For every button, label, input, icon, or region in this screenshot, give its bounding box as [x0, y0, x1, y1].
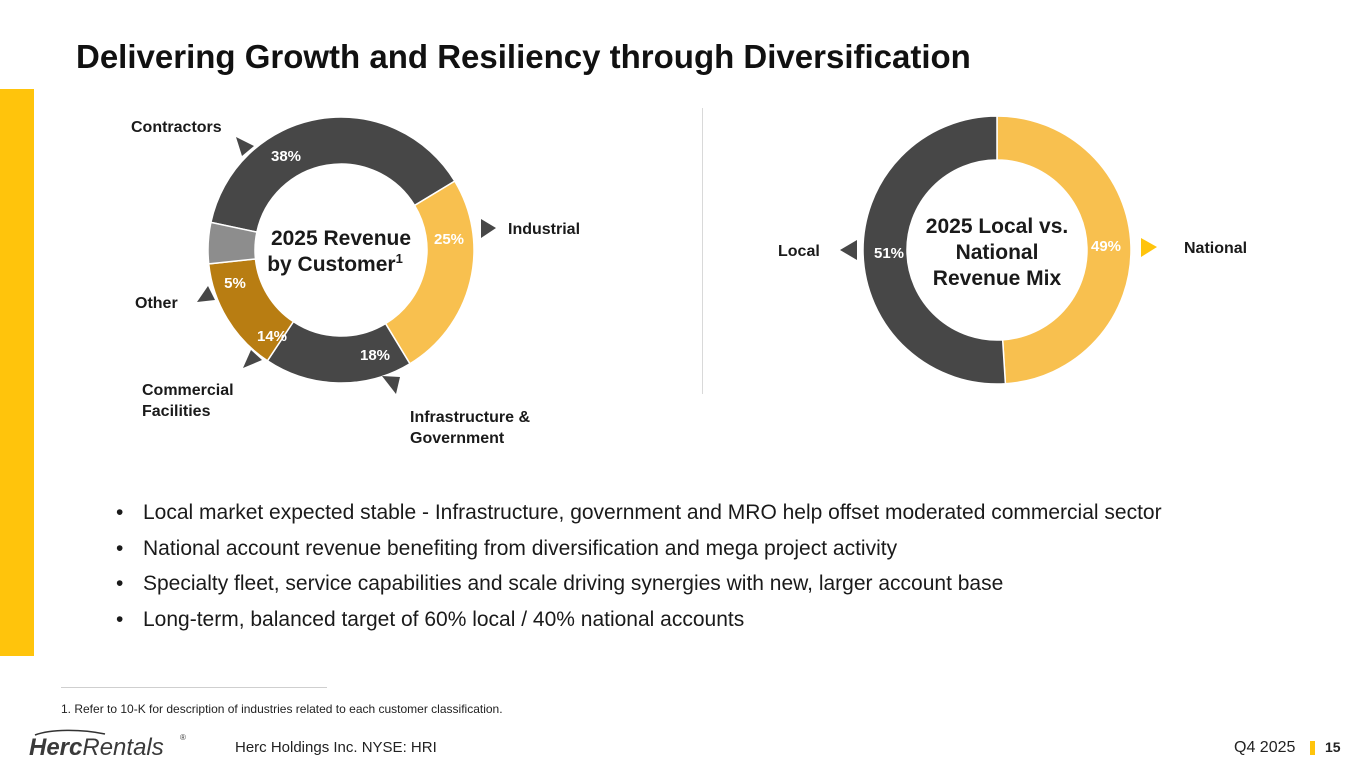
mix-donut: 49% 51% 2025 Local vs. National Revenue …	[778, 115, 1247, 385]
pointer-national	[1141, 238, 1157, 257]
donut2-title-line3: Revenue Mix	[933, 267, 1062, 290]
company-ticker: Herc Holdings Inc. NYSE: HRI	[235, 739, 437, 756]
slice-industrial	[384, 180, 475, 365]
bullet-text: Local market expected stable - Infrastru…	[143, 501, 1162, 524]
bullet-text: National account revenue benefiting from…	[143, 536, 898, 560]
slice-other	[207, 221, 258, 265]
pct-industrial: 25%	[434, 231, 464, 248]
pointer-other	[197, 286, 215, 302]
page-number: 15	[1325, 739, 1341, 755]
pointer-contractors	[236, 137, 254, 156]
donut2-title-line2: National	[956, 241, 1039, 264]
label-infrastructure-line2: Government	[410, 430, 505, 447]
bullet-glyph: •	[116, 536, 124, 560]
herc-rentals-logo: HercRentals ®	[29, 729, 186, 761]
label-commercial-line2: Facilities	[142, 403, 211, 420]
customer-donut: 38% 25% 18% 14% 5% 2025 Revenue by Custo…	[131, 116, 580, 447]
bullet-glyph: •	[116, 572, 124, 596]
label-contractors: Contractors	[131, 119, 222, 136]
slice-local	[862, 115, 1007, 385]
logo-text: HercRentals	[29, 734, 164, 761]
pointer-infrastructure	[382, 376, 400, 394]
chart-divider	[702, 108, 703, 394]
pct-local: 51%	[874, 245, 904, 262]
logo-herc: Herc	[29, 734, 82, 761]
donut2-title-line1: 2025 Local vs.	[926, 215, 1068, 238]
pct-other: 5%	[224, 275, 246, 292]
page-marker	[1310, 741, 1315, 755]
accent-sidebar	[0, 89, 34, 656]
pct-commercial: 14%	[257, 328, 287, 345]
donut1-title-line1: 2025 Revenue	[271, 227, 411, 250]
label-infrastructure-line1: Infrastructure &	[410, 409, 530, 426]
bullet-item: • Long-term, balanced target of 60% local…	[116, 602, 1162, 638]
pointer-local	[840, 240, 857, 260]
bullet-item: • Local market expected stable - Infrastr…	[116, 495, 1162, 531]
slice-contractors	[210, 116, 456, 234]
donut1-title-line2-text: by Customer	[267, 253, 395, 276]
bullet-text: Long-term, balanced target of 60% local …	[143, 607, 745, 631]
quarter-label: Q4 2025	[1234, 739, 1296, 756]
slice-national	[996, 115, 1132, 385]
bullet-glyph: •	[116, 607, 124, 631]
label-local: Local	[778, 243, 820, 260]
bullet-item: • Specialty fleet, service capabilities a…	[116, 566, 1162, 602]
pct-contractors: 38%	[271, 148, 301, 165]
bullet-text: Specialty fleet, service capabilities an…	[143, 572, 1004, 596]
bullet-item: • National account revenue benefiting fro…	[116, 531, 1162, 567]
footnote: 1. Refer to 10-K for description of indu…	[61, 702, 503, 716]
logo-rentals: Rentals	[82, 734, 163, 761]
bullet-list: • Local market expected stable - Infrastr…	[116, 495, 1162, 637]
page-title: Delivering Growth and Resiliency through…	[76, 38, 971, 75]
label-other: Other	[135, 295, 178, 312]
label-commercial-line1: Commercial	[142, 382, 234, 399]
pct-infrastructure: 18%	[360, 347, 390, 364]
logo-swoosh	[34, 729, 106, 736]
pointer-commercial	[243, 350, 262, 368]
footnote-rule	[61, 687, 327, 688]
label-national: National	[1184, 240, 1247, 257]
bullet-glyph: •	[116, 501, 124, 524]
logo-registered: ®	[180, 733, 186, 742]
pct-national: 49%	[1091, 238, 1121, 255]
footnote-marker: 1	[396, 251, 403, 266]
pointer-industrial	[481, 219, 496, 238]
donut1-title-line2: by Customer1	[267, 251, 403, 276]
label-industrial: Industrial	[508, 221, 580, 238]
